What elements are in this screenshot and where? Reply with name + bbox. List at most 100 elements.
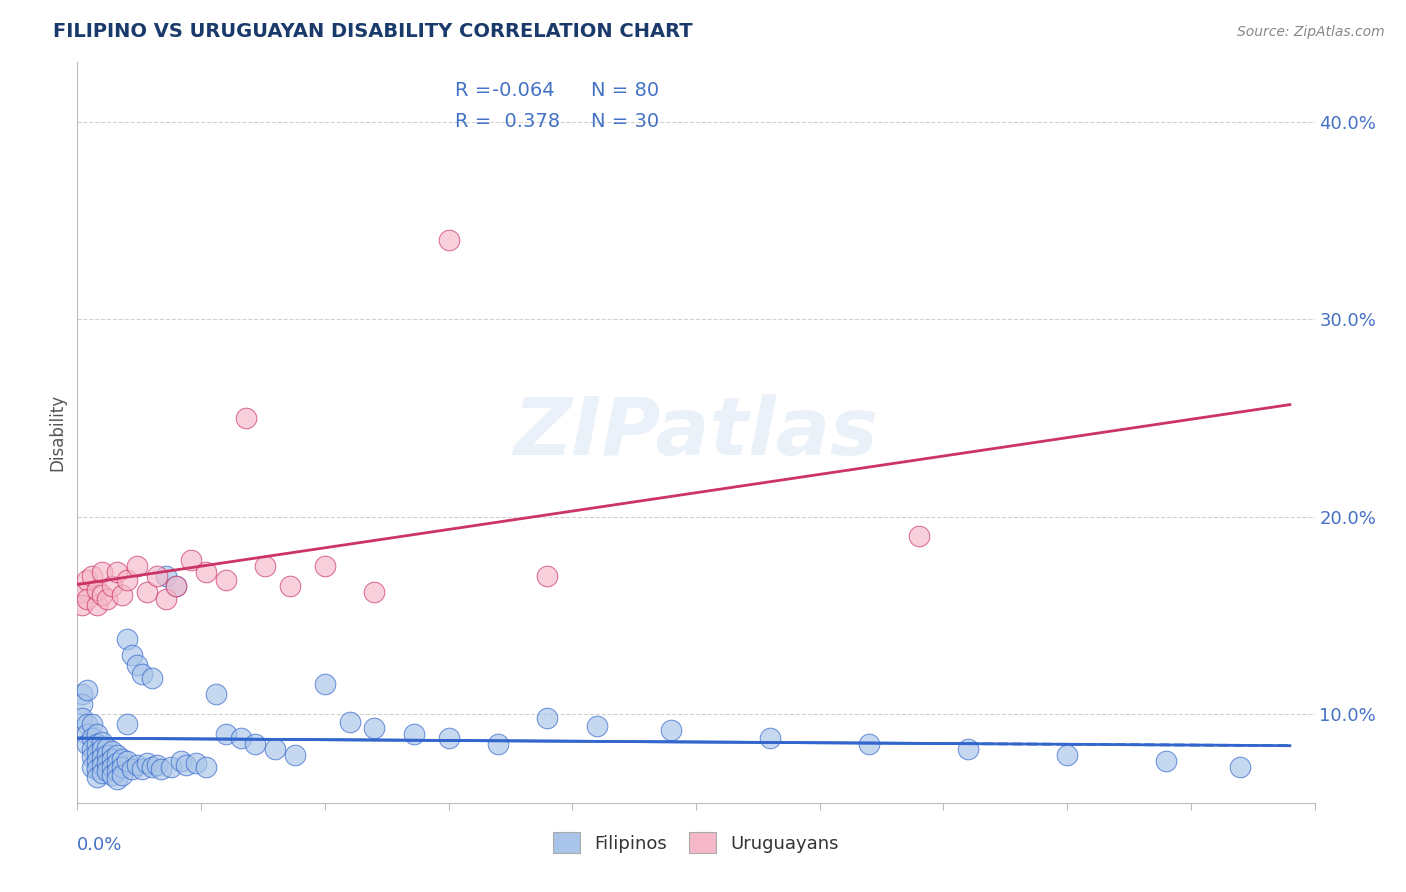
Point — [125, 657, 148, 672]
Point — [229, 731, 252, 745]
Point — [101, 768, 124, 782]
Point — [1154, 755, 1177, 769]
Point — [72, 697, 94, 711]
Point — [659, 723, 682, 737]
Point — [314, 677, 336, 691]
Point — [586, 719, 609, 733]
Point — [141, 672, 163, 686]
Text: Source: ZipAtlas.com: Source: ZipAtlas.com — [1237, 25, 1385, 39]
Point — [91, 766, 114, 780]
Point — [86, 737, 108, 751]
Point — [759, 731, 782, 745]
Point — [111, 752, 134, 766]
Point — [86, 762, 108, 776]
Point — [101, 579, 124, 593]
Point — [105, 748, 128, 763]
Point — [486, 737, 509, 751]
Point — [76, 573, 98, 587]
Point — [115, 716, 138, 731]
Point — [115, 573, 138, 587]
Point — [86, 747, 108, 761]
Point — [82, 760, 104, 774]
Point — [105, 772, 128, 786]
Point — [86, 582, 108, 597]
Point — [145, 568, 167, 582]
Point — [402, 727, 425, 741]
Point — [72, 584, 94, 599]
Point — [284, 748, 307, 763]
Point — [101, 744, 124, 758]
Point — [91, 734, 114, 748]
Point — [184, 756, 207, 771]
Point — [72, 599, 94, 613]
Point — [205, 687, 228, 701]
Point — [135, 584, 157, 599]
Point — [536, 568, 558, 582]
Point — [314, 558, 336, 573]
Point — [155, 568, 177, 582]
Point — [1229, 760, 1251, 774]
Point — [86, 755, 108, 769]
Point — [96, 748, 118, 763]
Point — [536, 711, 558, 725]
Point — [111, 760, 134, 774]
Point — [245, 737, 267, 751]
Point — [105, 764, 128, 779]
Point — [105, 756, 128, 771]
Point — [858, 737, 880, 751]
Point — [72, 711, 94, 725]
Point — [131, 762, 153, 776]
Point — [437, 731, 460, 745]
Text: ZIPatlas: ZIPatlas — [513, 393, 879, 472]
Point — [437, 233, 460, 247]
Point — [235, 410, 257, 425]
Point — [72, 687, 94, 701]
Point — [121, 762, 143, 776]
Point — [121, 648, 143, 662]
Point — [131, 667, 153, 681]
Point — [105, 565, 128, 579]
Text: 0.378: 0.378 — [492, 112, 560, 131]
Point — [96, 740, 118, 755]
Point — [111, 589, 134, 603]
Point — [82, 716, 104, 731]
Point — [76, 683, 98, 698]
Text: N = 80: N = 80 — [591, 81, 659, 100]
Point — [96, 592, 118, 607]
Text: N = 30: N = 30 — [591, 112, 659, 131]
Text: R =: R = — [454, 112, 498, 131]
Point — [86, 599, 108, 613]
Point — [363, 721, 385, 735]
Point — [215, 573, 238, 587]
Point — [76, 592, 98, 607]
Point — [339, 714, 361, 729]
Point — [125, 558, 148, 573]
Point — [96, 756, 118, 771]
Point — [86, 727, 108, 741]
Point — [91, 589, 114, 603]
Text: R =: R = — [454, 81, 498, 100]
Point — [278, 579, 301, 593]
Point — [254, 558, 277, 573]
Point — [215, 727, 238, 741]
Point — [907, 529, 929, 543]
Point — [82, 750, 104, 764]
Text: FILIPINO VS URUGUAYAN DISABILITY CORRELATION CHART: FILIPINO VS URUGUAYAN DISABILITY CORRELA… — [52, 22, 692, 41]
Point — [165, 579, 187, 593]
Point — [82, 742, 104, 756]
Point — [195, 760, 218, 774]
Point — [82, 731, 104, 745]
Point — [264, 742, 287, 756]
Point — [76, 716, 98, 731]
Point — [174, 758, 197, 772]
Point — [115, 632, 138, 646]
Point — [82, 568, 104, 582]
Text: -0.064: -0.064 — [492, 81, 554, 100]
Point — [76, 737, 98, 751]
Legend: Filipinos, Uruguayans: Filipinos, Uruguayans — [546, 825, 846, 861]
Point — [145, 758, 167, 772]
Point — [96, 764, 118, 779]
Point — [363, 584, 385, 599]
Text: 0.0%: 0.0% — [77, 836, 122, 855]
Point — [170, 755, 193, 769]
